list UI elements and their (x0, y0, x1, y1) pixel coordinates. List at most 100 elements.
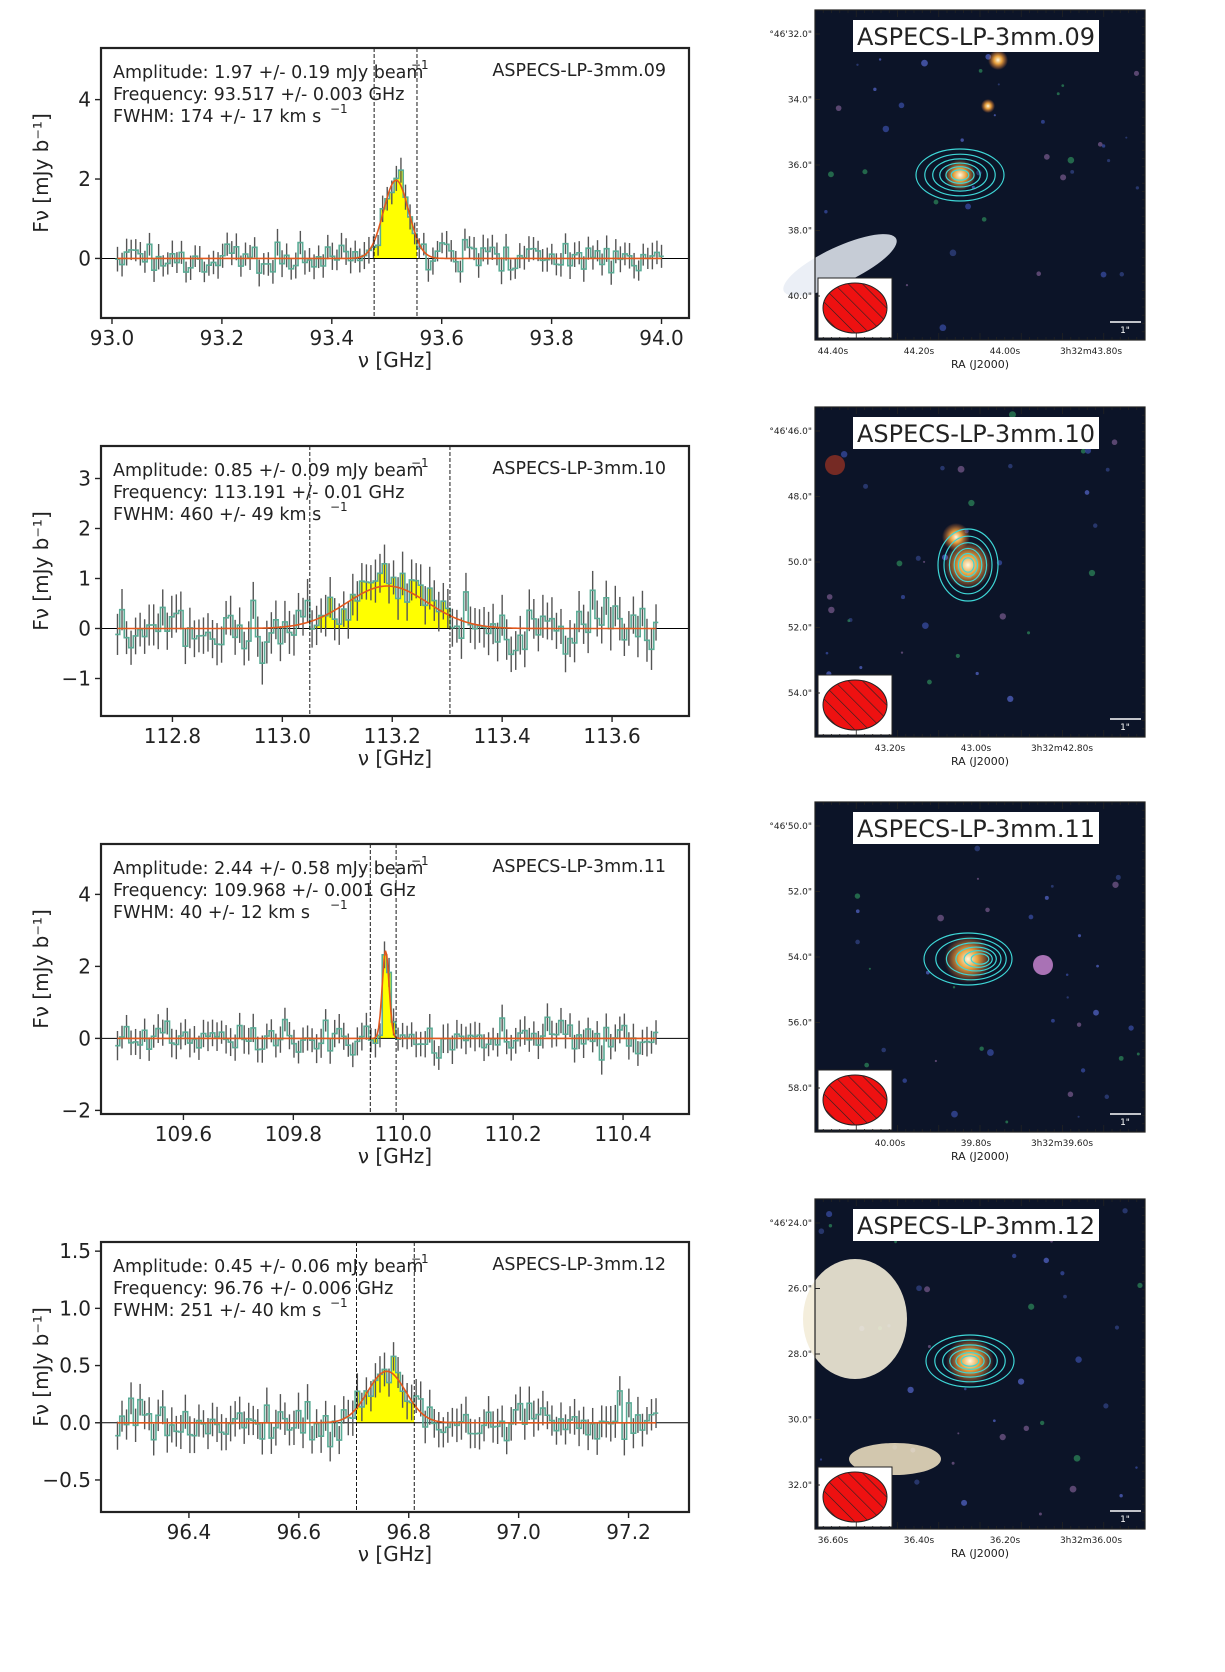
flux-contour (934, 1339, 1006, 1383)
background-galaxy (1115, 874, 1121, 880)
background-galaxy (905, 284, 909, 287)
spectrum-chart-2: 109.6 109.8 110.0 110.2 110.4 −2 0 2 4 ν [GHz] Fν … (29, 842, 691, 1168)
spectrum-panel-0: 93.0 93.2 93.4 93.6 93.8 94.0 0 2 4 ν [GHz] Fν [mJ… (0, 38, 740, 448)
image-title: ASPECS-LP-3mm.12 (857, 1212, 1095, 1240)
background-galaxy (999, 613, 1007, 620)
background-galaxy (1061, 84, 1065, 87)
flux-contour (935, 937, 1007, 981)
spectrum-panel-3: 96.4 96.6 96.8 97.0 97.2 −0.5 0.0 0.5 1.0 1.5 ν [G… (0, 1232, 740, 1642)
background-galaxy (907, 1386, 914, 1394)
ra-tick-label: 3h32m43.80s (1060, 347, 1122, 357)
plot-frame (99, 46, 691, 320)
dec-tick-label: -27°46'46.0" (770, 427, 812, 437)
background-galaxy (847, 619, 851, 623)
background-galaxy (1122, 1208, 1128, 1214)
scalebar-label: 1" (1120, 723, 1130, 733)
background-galaxy (882, 125, 890, 133)
flux-contour (923, 932, 1013, 986)
spectrum-chart-0: 93.0 93.2 93.4 93.6 93.8 94.0 0 2 4 ν [GHz] Fν [mJ… (29, 46, 691, 372)
superscript: −1 (330, 500, 348, 514)
scalebar-label: 1" (1120, 326, 1130, 336)
background-galaxy (952, 986, 956, 989)
target-galaxy (944, 159, 976, 191)
plot-frame (99, 444, 691, 718)
background-galaxy (975, 671, 979, 676)
background-galaxy (1107, 159, 1111, 163)
background-galaxy (1103, 1403, 1109, 1409)
ra-tick-label: 3h32m36.00s (1060, 1536, 1122, 1546)
flux-contour (949, 1348, 991, 1374)
superscript: −1 (330, 102, 348, 116)
flux-contour (955, 1352, 985, 1370)
x-axis-label: ν [GHz] (358, 348, 432, 372)
dec-tick-label: 30.0" (788, 1416, 812, 1426)
background-galaxy (968, 499, 975, 507)
background-galaxy (878, 58, 882, 61)
background-galaxy (992, 1419, 996, 1423)
y-tick-label: 0 (78, 246, 91, 270)
background-galaxy (863, 483, 869, 489)
background-galaxy (961, 1499, 968, 1506)
dec-tick-label: -27°46'50.0" (770, 822, 812, 832)
superscript: −1 (411, 1252, 429, 1266)
background-galaxy (835, 105, 842, 112)
background-galaxy (1023, 1425, 1030, 1432)
x-tick-label: 94.0 (639, 326, 684, 350)
ra-tick-label: 40.00s (875, 1139, 906, 1149)
x-axis-label: ν [GHz] (358, 1144, 432, 1168)
gaussian-fit (117, 179, 662, 260)
background-galaxy (881, 1047, 886, 1053)
background-galaxy (951, 1461, 955, 1465)
spectrum-line (115, 563, 659, 664)
beam-hatch (823, 283, 887, 333)
flux-contour (924, 153, 996, 197)
x-tick-label: 113.0 (254, 724, 311, 748)
background-galaxy (1076, 1022, 1082, 1027)
background-galaxy (937, 914, 944, 922)
x-tick-label: 113.4 (474, 724, 531, 748)
neighbor-galaxy (981, 99, 995, 113)
background-galaxy (1137, 1282, 1143, 1289)
background-galaxy (987, 1049, 994, 1056)
background-galaxy (1060, 174, 1067, 181)
background-galaxy (939, 324, 947, 332)
background-galaxy (923, 560, 926, 563)
source-name: ASPECS-LP-3mm.11 (492, 857, 666, 877)
background-galaxy (951, 1110, 958, 1118)
background-galaxy (1073, 1454, 1081, 1462)
gaussian-fit (117, 585, 657, 630)
dec-tick-label: 50.0" (788, 558, 812, 568)
x-tick-label: 113.2 (364, 724, 421, 748)
background-galaxy (1069, 1485, 1077, 1493)
image-title: ASPECS-LP-3mm.09 (857, 23, 1095, 51)
background-galaxy (1065, 973, 1069, 976)
background-galaxy (1101, 144, 1106, 148)
background-galaxy (1093, 1009, 1099, 1016)
background-galaxy (964, 1387, 967, 1391)
image-chart-3: 1" ASPECS-LP-3mm.12 -27°46'24.0" 26.0" 28.0"… (738, 1198, 1146, 1560)
ra-tick-label: 36.20s (990, 1536, 1021, 1546)
background-galaxy (993, 114, 996, 117)
y-tick-label: 0 (78, 617, 91, 641)
y-axis-label: Fν [mJy b⁻¹] (29, 909, 53, 1028)
spectrum-line (115, 1355, 659, 1448)
background-galaxy (873, 87, 877, 92)
background-galaxy (1135, 1466, 1138, 1469)
background-galaxy (1050, 884, 1054, 888)
x-tick-label: 93.2 (200, 326, 245, 350)
x-axis-label: ν [GHz] (358, 746, 432, 770)
image-panel-2: 1" ASPECS-LP-3mm.11 -27°46'50.0" 52.0" 54.0"… (738, 800, 1225, 1210)
background-galaxy (934, 1059, 938, 1063)
background-galaxy (819, 1458, 823, 1461)
fit-amplitude: Amplitude: 0.45 +/- 0.06 mJy beam (113, 1257, 423, 1277)
line-fill (374, 170, 417, 259)
background-galaxy (1093, 523, 1098, 528)
y-axis-label: Fν [mJy b⁻¹] (29, 511, 53, 630)
ra-axis-label: RA (J2000) (951, 755, 1009, 768)
x-tick-label: 110.4 (594, 1122, 651, 1146)
dec-tick-label: 26.0" (788, 1285, 812, 1295)
line-fill (309, 563, 450, 629)
scalebar-label: 1" (1120, 1515, 1130, 1525)
image-chart-2: 1" ASPECS-LP-3mm.11 -27°46'50.0" 52.0" 54.0"… (738, 801, 1146, 1163)
flux-contour (942, 1344, 998, 1378)
